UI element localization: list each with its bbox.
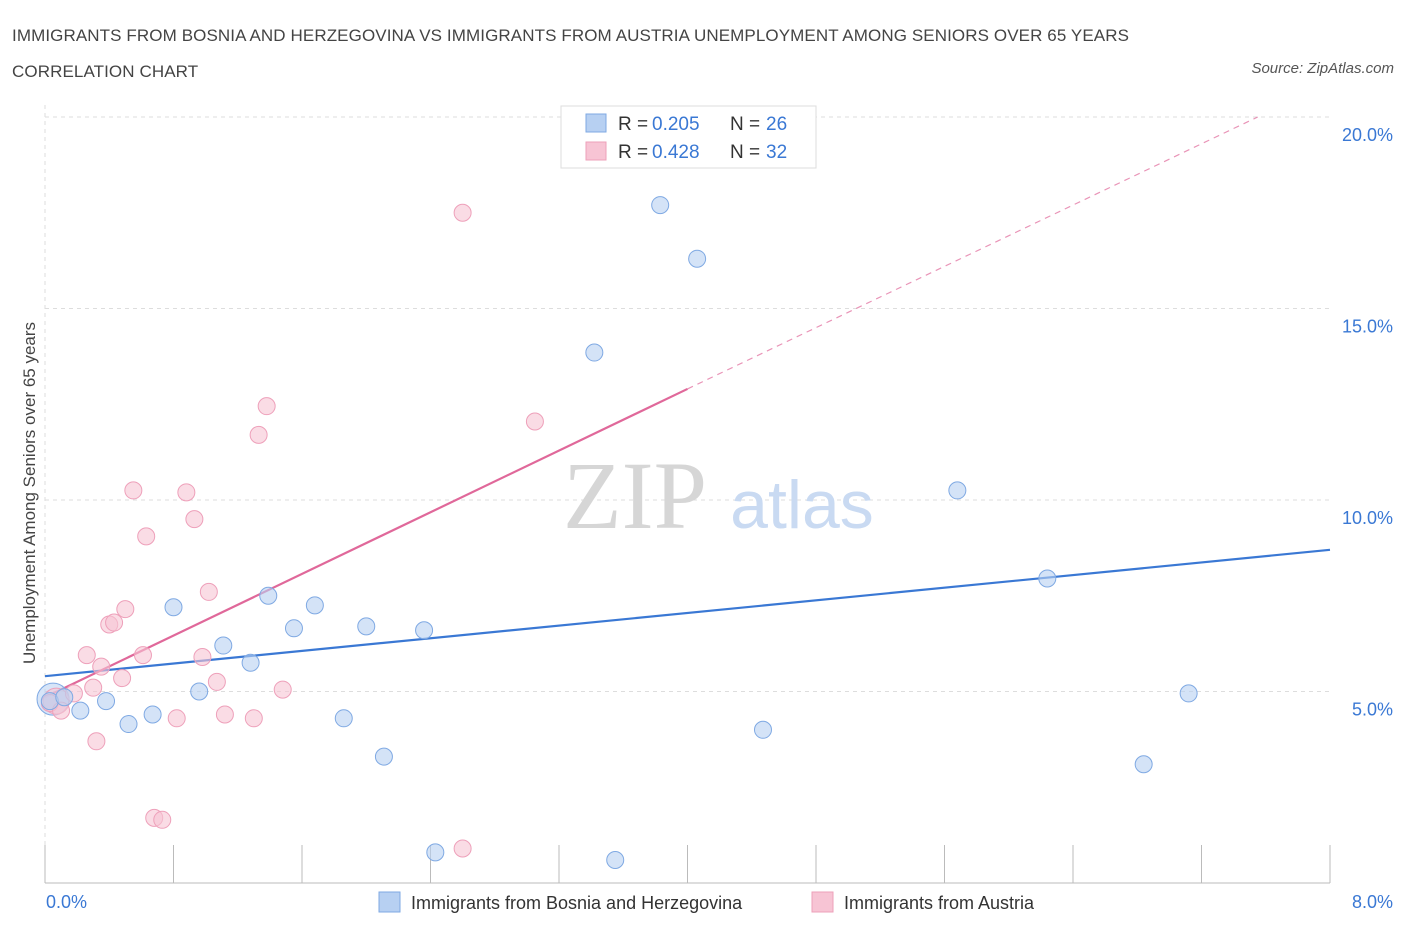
y-tick-label-3: 20.0% xyxy=(1342,125,1393,145)
data-point-bosnia-10 xyxy=(259,586,278,605)
data-point-austria-17 xyxy=(177,483,196,502)
data-points xyxy=(36,196,1198,870)
data-point-bosnia-19 xyxy=(606,851,625,870)
data-point-bosnia-24 xyxy=(1038,569,1057,588)
stats-r-value-blue: 0.205 xyxy=(652,114,700,135)
data-point-bosnia-8 xyxy=(214,636,233,655)
data-point-bosnia-16 xyxy=(415,621,434,640)
data-point-bosnia-14 xyxy=(357,617,376,636)
stats-legend-swatch-blue xyxy=(585,113,607,133)
y-tick-label-0: 5.0% xyxy=(1352,700,1393,720)
data-point-austria-18 xyxy=(185,510,204,529)
data-point-bosnia-18 xyxy=(585,343,604,362)
data-point-austria-26 xyxy=(273,680,292,699)
data-point-austria-24 xyxy=(249,425,268,444)
tick-labels: 5.0% 10.0% 15.0% 20.0% 0.0% 8.0% xyxy=(46,125,1393,912)
stats-legend-swatch-pink xyxy=(585,141,607,161)
stats-n-value-blue: 26 xyxy=(766,114,787,135)
data-point-austria-11 xyxy=(124,481,143,500)
axes xyxy=(44,845,1331,884)
series-legend: Immigrants from Bosnia and Herzegovina I… xyxy=(378,891,1035,913)
series-legend-swatch-blue xyxy=(378,891,401,913)
data-point-bosnia-26 xyxy=(1179,684,1198,703)
data-point-bosnia-3 xyxy=(97,692,116,711)
data-point-bosnia-7 xyxy=(190,682,209,701)
data-point-austria-8 xyxy=(105,613,124,632)
data-point-austria-12 xyxy=(133,646,152,665)
data-point-austria-21 xyxy=(207,672,226,691)
data-point-bosnia-25 xyxy=(1134,755,1153,774)
stats-n-label-blue: N = xyxy=(730,114,760,135)
data-point-bosnia-6 xyxy=(164,598,183,617)
data-point-austria-13 xyxy=(137,527,156,546)
x-tick-label-0: 0.0% xyxy=(46,892,87,912)
data-point-austria-10 xyxy=(116,600,135,619)
stats-n-label-pink: N = xyxy=(730,142,760,163)
data-point-austria-6 xyxy=(92,657,111,676)
stats-r-label-pink: R = xyxy=(618,142,648,163)
data-point-bosnia-11 xyxy=(284,619,303,638)
data-point-austria-19 xyxy=(193,648,212,667)
data-point-bosnia-1 xyxy=(55,688,74,707)
trend-lines xyxy=(44,116,1331,699)
data-point-bosnia-17 xyxy=(426,843,445,862)
data-point-austria-27 xyxy=(453,203,472,222)
series-legend-swatch-pink xyxy=(811,891,834,913)
data-point-austria-4 xyxy=(84,678,103,697)
data-point-austria-9 xyxy=(113,669,132,688)
data-point-austria-23 xyxy=(244,709,263,728)
data-point-austria-20 xyxy=(199,582,218,601)
data-point-bosnia-20 xyxy=(651,196,670,215)
data-point-bosnia-4 xyxy=(119,715,138,734)
data-point-bosnia-9 xyxy=(241,653,260,672)
data-point-bosnia-15 xyxy=(374,747,393,766)
data-point-bosnia-5 xyxy=(143,705,162,724)
data-point-austria-16 xyxy=(167,709,186,728)
stats-legend: R = 0.205 N = 26 R = 0.428 N = 32 xyxy=(560,105,817,169)
data-point-bosnia-23 xyxy=(948,481,967,500)
x-tick-label-1: 8.0% xyxy=(1352,892,1393,912)
source-label: Source: ZipAtlas.com xyxy=(1251,60,1394,77)
data-point-austria-3 xyxy=(77,646,96,665)
data-point-bosnia-2 xyxy=(71,701,90,720)
data-point-austria-15 xyxy=(153,810,172,829)
series-legend-label-pink: Immigrants from Austria xyxy=(844,893,1035,913)
data-point-bosnia-13 xyxy=(334,709,353,728)
series-legend-label-blue: Immigrants from Bosnia and Herzegovina xyxy=(411,893,743,913)
stats-n-value-pink: 32 xyxy=(766,142,787,163)
data-point-bosnia-22 xyxy=(753,720,772,739)
stats-r-label-blue: R = xyxy=(618,114,648,135)
stats-r-value-pink: 0.428 xyxy=(652,142,700,163)
data-point-austria-28 xyxy=(525,412,544,431)
data-point-austria-25 xyxy=(257,397,276,416)
trend-line-austria xyxy=(44,387,688,699)
y-tick-label-2: 15.0% xyxy=(1342,317,1393,337)
watermark-zip: ZIP xyxy=(563,442,707,549)
data-point-bosnia-12 xyxy=(305,596,324,615)
trend-line-bosnia xyxy=(44,548,1331,678)
data-point-austria-29 xyxy=(453,839,472,858)
data-point-bosnia-21 xyxy=(688,249,707,268)
data-point-austria-5 xyxy=(87,732,106,751)
watermark-atlas: atlas xyxy=(730,467,874,543)
data-point-austria-22 xyxy=(215,705,234,724)
y-tick-label-1: 10.0% xyxy=(1342,508,1393,528)
chart-title: IMMIGRANTS FROM BOSNIA AND HERZEGOVINA V… xyxy=(12,26,1130,81)
